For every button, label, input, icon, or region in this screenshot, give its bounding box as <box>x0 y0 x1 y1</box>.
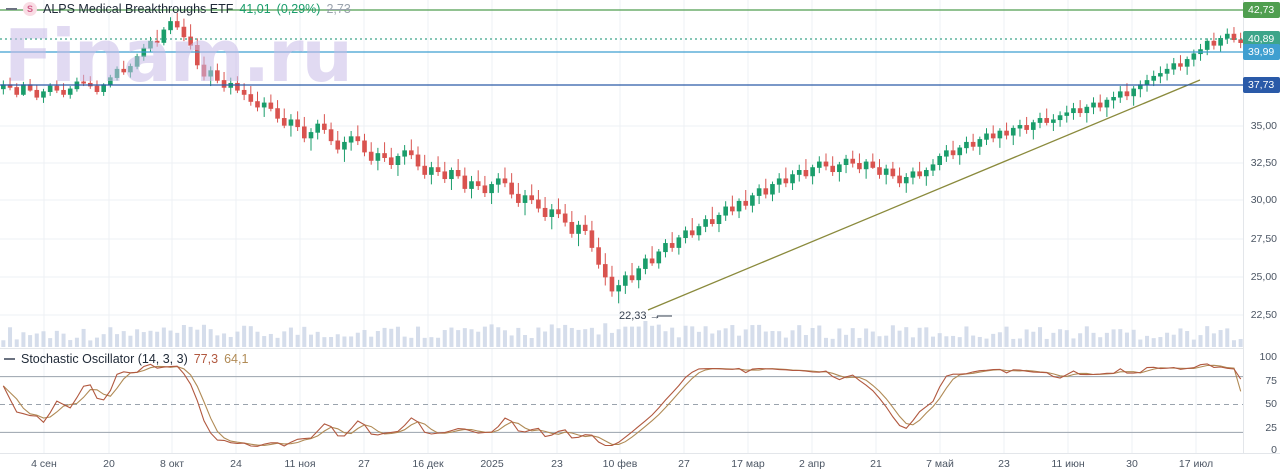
date-axis-tick: 8 окт <box>159 458 185 470</box>
arrow-right-icon: → <box>649 310 661 322</box>
price-chart-svg[interactable] <box>0 0 1244 347</box>
symbol-badge-icon: S <box>23 2 37 16</box>
price-axis-badge[interactable]: 42,73 <box>1243 2 1280 18</box>
stochastic-d-value: 64,1 <box>224 352 249 366</box>
price-axis-badge[interactable]: 40,89 <box>1243 31 1280 47</box>
previous-value: 2,73 <box>326 2 351 16</box>
date-axis-bottom[interactable]: 4 сен 20 8 окт 24 11 ноя 27 16 дек 2025 23 10 фев… <box>0 453 1280 476</box>
stochastic-axis-tick: 25 <box>1265 422 1277 434</box>
date-axis-tick: 11 ноя <box>284 458 316 470</box>
date-axis-tick: 27 <box>678 458 690 470</box>
price-axis-tick: 35,00 <box>1250 120 1277 132</box>
date-axis-tick: 21 <box>870 458 882 470</box>
date-axis-tick: 23 <box>551 458 563 470</box>
stochastic-panel[interactable] <box>0 348 1244 454</box>
stochastic-axis-tick: 0 <box>1271 444 1277 456</box>
price-axis-tick: 27,50 <box>1250 233 1277 245</box>
price-axis-badge[interactable]: 39,99 <box>1243 44 1280 60</box>
date-axis-tick: 16 дек <box>412 458 444 470</box>
minus-icon[interactable] <box>4 358 15 360</box>
date-axis-tick: 2 апр <box>798 458 826 470</box>
change-percent: (0,29%) <box>276 2 321 16</box>
stochastic-axis-tick: 75 <box>1265 375 1277 387</box>
price-legend[interactable]: S ALPS Medical Breakthroughs ETF 41,01 (… <box>6 2 351 16</box>
stochastic-legend[interactable]: Stochastic Oscillator (14, 3, 3) 77,3 64… <box>4 352 248 366</box>
swing-low-annotation: 22,33 → <box>619 310 661 322</box>
date-axis-tick: 23 <box>998 458 1010 470</box>
date-axis-tick: 7 май <box>926 458 954 470</box>
date-axis-tick: 30 <box>1126 458 1138 470</box>
price-axis-right[interactable]: 35,00 32,50 30,00 27,50 25,00 22,50 42,73 40,89… <box>1243 0 1280 456</box>
last-price: 41,01 <box>239 2 271 16</box>
price-axis-tick: 22,50 <box>1250 309 1277 321</box>
stochastic-axis-tick: 100 <box>1259 351 1277 363</box>
price-axis-tick: 30,00 <box>1250 194 1277 206</box>
stochastic-axis-tick: 50 <box>1265 398 1277 410</box>
minus-icon[interactable] <box>6 8 17 10</box>
price-axis-tick: 25,00 <box>1250 271 1277 283</box>
price-axis-tick: 32,50 <box>1250 157 1277 169</box>
stochastic-k-value: 77,3 <box>193 352 219 366</box>
stochastic-chart-svg[interactable] <box>0 349 1244 454</box>
date-axis-tick: 17 мар <box>731 458 765 470</box>
date-axis-tick: 20 <box>103 458 115 470</box>
swing-low-label: 22,33 <box>619 310 647 322</box>
instrument-name[interactable]: ALPS Medical Breakthroughs ETF <box>43 2 234 16</box>
date-axis-tick: 4 сен <box>31 458 57 470</box>
indicator-name[interactable]: Stochastic Oscillator (14, 3, 3) <box>21 352 188 366</box>
date-axis-tick: 27 <box>358 458 370 470</box>
date-axis-tick: 24 <box>230 458 242 470</box>
date-axis-tick: 11 июн <box>1051 458 1085 470</box>
date-axis-tick: 17 июл <box>1178 458 1214 470</box>
price-panel[interactable] <box>0 0 1244 347</box>
price-axis-badge[interactable]: 37,73 <box>1243 77 1280 93</box>
date-axis-tick: 10 фев <box>602 458 638 470</box>
date-axis-tick: 2025 <box>480 458 504 470</box>
